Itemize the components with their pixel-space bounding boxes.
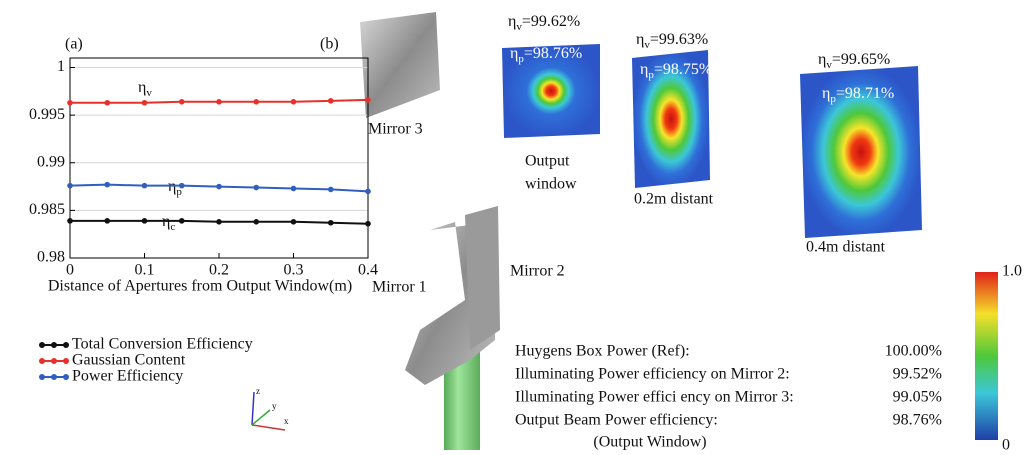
mirror-label: Mirror 1 (372, 279, 427, 296)
legend-label: Gaussian Content (72, 352, 186, 369)
data-point (67, 183, 73, 189)
x-tick-label: 0.1 (135, 262, 155, 279)
data-point (253, 219, 259, 225)
y-tick-label: 0.995 (29, 106, 65, 123)
data-point (179, 218, 185, 224)
data-point (142, 100, 148, 106)
colorbar (975, 272, 998, 440)
y-tick-label: 1 (57, 58, 65, 75)
data-point (179, 99, 185, 105)
table-value: 99.52% (893, 366, 942, 383)
data-point (291, 186, 297, 192)
x-tick-label: 0.2 (209, 262, 229, 279)
legend-marker (39, 358, 45, 364)
table-value: 99.05% (893, 389, 942, 406)
legend-marker (63, 374, 69, 380)
panel-label: (b) (320, 36, 339, 53)
power-table: Huygens Box Power (Ref): 100.00% Illumin… (515, 343, 942, 451)
data-point (328, 187, 334, 193)
mirror-label: Mirror 3 (368, 121, 423, 138)
data-point (179, 183, 185, 189)
data-point (291, 219, 297, 225)
beam-caption: Output (525, 153, 570, 170)
y-tick-label: 0.99 (37, 153, 65, 170)
axis-icon-label: y (272, 401, 277, 411)
colorbar-label: 0 (1002, 437, 1010, 454)
data-point (104, 100, 110, 106)
x-tick-label: 0.4 (358, 262, 378, 279)
table-label: Illuminating Power efficiency on Mirror … (515, 366, 790, 383)
legend-marker (63, 358, 69, 364)
data-point (365, 97, 371, 103)
table-label: Illuminating Power effici ency on Mirror… (515, 389, 794, 406)
data-point (365, 221, 371, 227)
beam-caption: 0.2m distant (634, 191, 714, 208)
data-point (216, 99, 222, 105)
beam-caption: window (525, 176, 577, 193)
data-point (142, 183, 148, 189)
legend-marker (39, 374, 45, 380)
data-point (216, 184, 222, 190)
colorbar-label: 1.0 (1002, 263, 1022, 280)
eta-v-label: ηv=99.62% (508, 13, 580, 33)
table-value: 100.00% (885, 343, 942, 360)
eta-v-label: ηv=99.65% (818, 51, 890, 71)
plot-frame (70, 58, 368, 258)
legend-marker (39, 342, 45, 348)
curve-annotation: ηv (138, 79, 152, 99)
table-value: 98.76% (893, 412, 942, 429)
mirror-3-surface (360, 12, 440, 118)
data-point (67, 218, 73, 224)
table-note: (Output Window) (593, 434, 706, 451)
axis-icon-label: z (256, 386, 260, 396)
data-point (104, 182, 110, 188)
data-point (365, 189, 371, 195)
axes-icon: z y x (252, 386, 289, 430)
data-point (253, 99, 259, 105)
legend-label: Total Conversion Efficiency (72, 336, 253, 353)
data-point (142, 218, 148, 224)
table-label: Output Beam Power efficiency: (515, 412, 718, 429)
x-tick-label: 0 (66, 262, 74, 279)
legend-label: Power Efficiency (72, 368, 183, 385)
data-point (104, 218, 110, 224)
beam-caption: 0.4m distant (806, 239, 886, 256)
legend-marker (63, 342, 69, 348)
eta-v-label: ηv=99.63% (636, 31, 708, 51)
x-axis-label: Distance of Apertures from Output Window… (48, 278, 352, 295)
axis-icon-label: x (284, 416, 289, 426)
mirror-label: Mirror 2 (510, 263, 565, 280)
mirror-2-surface (465, 206, 500, 350)
legend-marker (51, 358, 57, 364)
figure: Mirror 3 Mirror 1 Mirror 2 z y x ηv=99.6… (0, 0, 1027, 455)
data-point (328, 220, 334, 226)
data-point (253, 185, 259, 191)
data-point (67, 100, 73, 106)
panel-label: (a) (65, 36, 83, 53)
data-point (291, 99, 297, 105)
table-label: Huygens Box Power (Ref): (515, 343, 690, 360)
y-tick-label: 0.98 (37, 249, 65, 266)
y-tick-label: 0.985 (29, 201, 65, 218)
legend-marker (51, 342, 57, 348)
legend-marker (51, 374, 57, 380)
data-point (216, 219, 222, 225)
data-point (328, 98, 334, 104)
curve-annotation: ηc (162, 213, 175, 233)
x-tick-label: 0.3 (284, 262, 304, 279)
